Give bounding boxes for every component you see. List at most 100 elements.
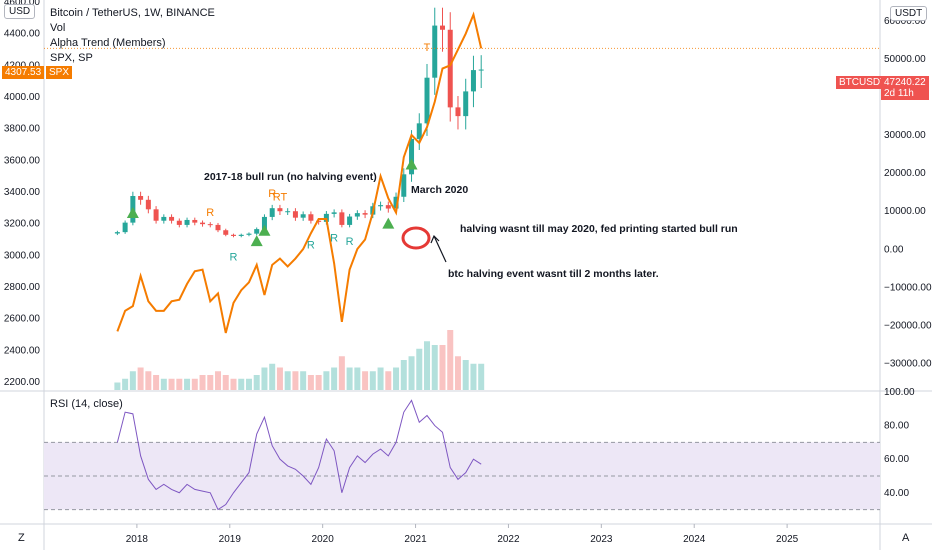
btc-candle (447, 29, 453, 108)
letter-mark: T (424, 42, 431, 54)
btc-candle (463, 91, 469, 117)
legend-symbol[interactable]: Bitcoin / TetherUS, 1W, BINANCE (50, 7, 215, 19)
volume-bar (447, 330, 454, 390)
buy-signal-triangle (250, 235, 263, 247)
btc-price-value: 47240.22 (884, 77, 926, 88)
volume-bar (122, 378, 129, 390)
letter-mark: RT (273, 192, 288, 204)
march-2020-circle (401, 226, 431, 250)
btc-candle (138, 196, 144, 200)
btc-candle (339, 212, 345, 225)
volume-bar (331, 367, 338, 390)
spx-name-tag: SPX (46, 66, 73, 79)
volume-bar (191, 378, 198, 390)
rsi-series (116, 399, 482, 511)
right-axis-tick-label: 60000.00 (884, 16, 926, 27)
volume-bar (416, 348, 423, 390)
btc-candle (308, 214, 314, 221)
log-scale-toggle[interactable]: Z (18, 532, 25, 544)
annotation-march-2020: March 2020 (411, 184, 469, 196)
volume-bar (439, 345, 446, 390)
right-unit-button[interactable]: USDT (890, 6, 928, 21)
volume-bar (470, 363, 477, 390)
btc-candle (393, 196, 399, 209)
right-axis-tick-label: −30000.00 (884, 358, 932, 369)
btc-candle (439, 25, 445, 30)
volume-bar (377, 367, 384, 390)
left-axis-tick-label: 3000.00 (4, 250, 41, 261)
legend-compare[interactable]: SPX, SP (50, 52, 93, 64)
rsi-axis-tick-label: 100.00 (884, 387, 915, 398)
axes: 4600.004400.004200.004000.003800.003600.… (4, 0, 932, 545)
rsi-axis-tick-label: 80.00 (884, 421, 909, 432)
btc-candle (200, 222, 206, 225)
btc-candle (207, 224, 213, 226)
left-unit-button[interactable]: USD (4, 4, 36, 19)
buy-signal-triangle (258, 224, 271, 236)
volume-bar (230, 378, 237, 390)
time-axis-label: 2023 (590, 534, 613, 545)
btc-candle (215, 224, 221, 231)
buy-signal-triangle (126, 206, 139, 218)
volume-bar (245, 378, 252, 390)
volume-bar (431, 345, 438, 390)
volume-bar (362, 371, 369, 390)
annotation-halving-may: halving wasnt till may 2020, fed printin… (460, 223, 738, 235)
btc-candle (230, 234, 236, 236)
btc-candle (347, 216, 353, 225)
time-axis-label: 2018 (126, 534, 149, 545)
letter-mark: R (307, 239, 315, 251)
btc-candle (145, 199, 151, 210)
rsi-legend[interactable]: RSI (14, close) (50, 398, 123, 410)
legend-indicator[interactable]: Alpha Trend (Members) (50, 37, 166, 49)
letter-mark: R (268, 188, 276, 200)
rsi-line (116, 399, 482, 511)
volume-bar (160, 378, 167, 390)
btc-candle (169, 216, 175, 221)
btc-candle (269, 208, 275, 217)
volume-bar (276, 367, 283, 390)
volume-bar (269, 363, 276, 390)
right-axis-tick-label: −20000.00 (884, 320, 932, 331)
buy-signal-triangle (382, 217, 395, 229)
volume-bar (199, 375, 206, 390)
btc-candle (254, 229, 260, 234)
btc-candle (378, 205, 384, 207)
letter-mark: R (206, 207, 214, 219)
btc-name-tag: BTCUSDT (836, 76, 890, 89)
btc-candle (424, 77, 430, 124)
left-axis-tick-label: 2600.00 (4, 314, 41, 325)
time-axis-label: 2022 (497, 534, 520, 545)
spx-series (116, 11, 483, 334)
btc-candle (184, 219, 190, 225)
volume-bar (300, 371, 307, 390)
volume-bar (338, 356, 345, 390)
time-axis-label: 2020 (312, 534, 335, 545)
buy-signal-triangle (405, 158, 418, 170)
volume-bar (354, 367, 361, 390)
btc-candle (261, 216, 267, 230)
btc-candle (416, 123, 422, 139)
volume-bar (184, 378, 191, 390)
btc-candle (285, 211, 291, 213)
left-axis-tick-label: 2200.00 (4, 377, 41, 388)
btc-candle (153, 209, 159, 221)
volume-bar (307, 375, 314, 390)
rsi-axis-tick-label: 60.00 (884, 454, 909, 465)
btc-candle (323, 213, 329, 222)
btc-candle (470, 70, 476, 92)
time-axis-label: 2021 (404, 534, 427, 545)
volume-bar (393, 367, 400, 390)
btc-price-series (44, 7, 880, 238)
time-axis-label: 2025 (776, 534, 799, 545)
left-axis-tick-label: 4000.00 (4, 92, 41, 103)
legend-volume[interactable]: Vol (50, 22, 66, 34)
auto-scale-toggle[interactable]: A (902, 532, 910, 544)
volume-bar (207, 375, 214, 390)
volume-bar (323, 371, 330, 390)
right-axis-tick-label: 30000.00 (884, 130, 926, 141)
volume-bar (261, 367, 268, 390)
arrow-to-circle (430, 234, 447, 263)
btc-candle (292, 211, 298, 218)
